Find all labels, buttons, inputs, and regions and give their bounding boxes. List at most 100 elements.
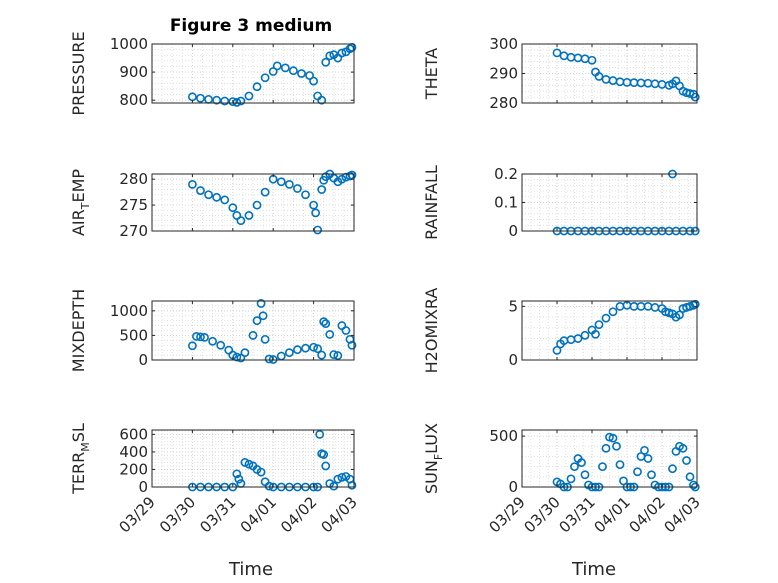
data-point (573, 334, 583, 343)
subplot-3: 270 275 280 AIRTEMP (69, 169, 357, 240)
y-tick-label: 500 (489, 427, 518, 445)
data-point (612, 441, 621, 451)
y-axis-label: AIRTEMP (69, 169, 92, 236)
subplot-1: 800 900 1000 PRESSURE (69, 31, 357, 116)
axes-box (151, 43, 355, 104)
data-point (244, 211, 254, 220)
data-point (236, 216, 246, 226)
data-point (317, 350, 327, 360)
data-point (640, 445, 649, 455)
y-axis-label: H2OMIXRA (422, 288, 441, 374)
data-point (668, 464, 677, 474)
data-point (315, 429, 325, 439)
data-point (333, 474, 343, 484)
data-point (212, 192, 222, 202)
data-point (288, 66, 298, 76)
y-tick-label: 900 (119, 63, 148, 81)
data-point (305, 71, 314, 80)
data-point (208, 336, 217, 346)
subplot-5: 0 500 1000 MIXDEPTH (69, 289, 357, 372)
y-tick-label: 1000 (110, 302, 148, 320)
axes-box (151, 173, 355, 232)
y-tick-label: 0.2 (494, 165, 518, 183)
data-point (256, 299, 266, 308)
data-point (570, 462, 579, 472)
x-tick-label: 03/31 (556, 493, 599, 536)
y-tick-label: 0 (138, 351, 148, 369)
data-point (341, 326, 351, 335)
data-point (301, 343, 310, 353)
data-point (204, 190, 213, 200)
y-tick-label: 500 (119, 326, 148, 344)
y-tick-label: 400 (119, 443, 148, 461)
data-point (196, 332, 205, 342)
y-tick-label: 800 (119, 91, 148, 109)
x-tick-label: 04/01 (237, 493, 280, 536)
x-tick-label: 04/03 (661, 493, 704, 536)
data-point (594, 72, 604, 81)
y-axis-label: RAINFALL (422, 165, 441, 240)
y-tick-label: 0 (508, 478, 518, 496)
axes-box (521, 300, 698, 361)
data-point (337, 48, 347, 58)
data-point (317, 95, 327, 105)
y-axis-label: THETA (422, 48, 441, 100)
data-point (337, 472, 347, 482)
data-point (685, 472, 695, 482)
data-point (228, 97, 238, 106)
data-point (272, 61, 282, 71)
y-axis-label: MIXDEPTH (69, 289, 88, 372)
y-tick-label: 280 (489, 94, 518, 112)
data-point (293, 184, 302, 193)
data-point (196, 186, 205, 195)
data-point (577, 458, 586, 467)
axes-box (521, 429, 698, 488)
data-point (234, 474, 244, 484)
x-tick-label: 03/31 (196, 493, 239, 536)
data-point (260, 73, 270, 83)
data-point (580, 330, 590, 340)
x-tick-label: 03/30 (156, 493, 199, 536)
y-tick-label: 275 (119, 196, 148, 214)
y-tick-label: 280 (119, 170, 148, 188)
data-point (232, 469, 242, 479)
figure-title: Figure 3 medium (170, 16, 332, 36)
y-axis-label: SUNFLUX (422, 423, 445, 494)
y-tick-label: 290 (489, 65, 518, 83)
axes-background (152, 44, 354, 103)
data-point (244, 459, 254, 469)
data-point (598, 462, 607, 472)
data-point (309, 76, 318, 86)
data-point (248, 331, 258, 340)
data-point (675, 310, 684, 320)
data-point (276, 177, 286, 187)
x-tick-label: 04/02 (277, 493, 320, 536)
data-point (240, 458, 250, 467)
x-tick-label: 04/01 (591, 493, 634, 536)
data-point (187, 341, 197, 351)
data-point (256, 467, 266, 477)
data-point (321, 461, 331, 471)
data-point (647, 470, 656, 480)
data-point (309, 342, 318, 352)
data-point (212, 95, 222, 105)
y-tick-label: 5 (508, 297, 518, 315)
data-point (220, 195, 230, 205)
data-point (260, 187, 270, 197)
data-point (236, 96, 246, 106)
data-point (333, 351, 343, 360)
data-point (252, 82, 262, 92)
axes-box (151, 429, 355, 488)
data-point (252, 316, 262, 326)
data-point (591, 329, 600, 339)
x-tick-label: 03/30 (521, 493, 564, 536)
y-tick-label: 600 (119, 425, 148, 443)
data-point (682, 456, 691, 465)
data-point (240, 348, 250, 358)
data-point (643, 454, 653, 463)
data-point (321, 319, 331, 329)
y-tick-label: 0 (508, 222, 518, 240)
data-point (311, 208, 321, 218)
